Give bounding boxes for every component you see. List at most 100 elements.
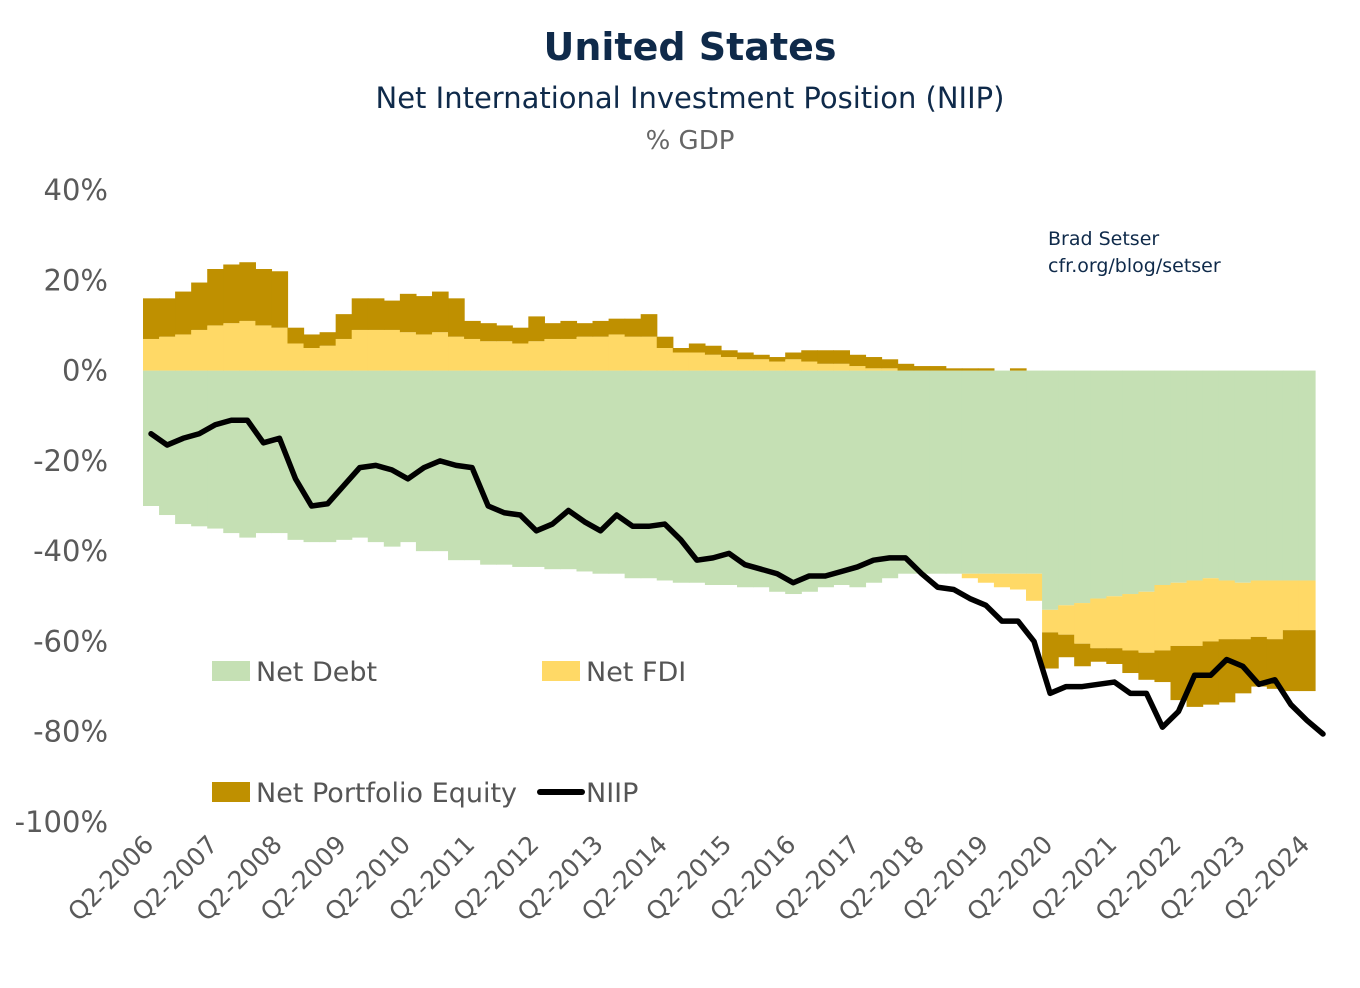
legend-swatch — [542, 661, 580, 681]
net-fdi-bar — [865, 368, 883, 371]
net-debt-bar — [977, 370, 995, 574]
legend-label: NIIP — [586, 778, 638, 809]
net-portfolio-equity-bar — [335, 314, 353, 339]
net-fdi-bar — [143, 338, 160, 371]
net-portfolio-equity-bar — [191, 282, 208, 330]
net-debt-bar — [415, 370, 433, 552]
net-fdi-bar — [688, 352, 706, 371]
net-portfolio-equity-bar — [560, 320, 578, 339]
net-debt-bar — [480, 370, 497, 565]
net-debt-bar — [191, 370, 208, 527]
net-fdi-bar — [753, 359, 770, 371]
net-fdi-bar — [833, 363, 851, 371]
net-fdi-bar — [1282, 580, 1300, 631]
net-portfolio-equity-bar — [881, 359, 899, 369]
net-debt-bar — [1170, 370, 1188, 583]
net-debt-bar — [1058, 370, 1075, 606]
y-tick-label: -40% — [33, 534, 108, 568]
net-debt-bar — [1234, 370, 1252, 583]
net-debt-bar — [1202, 370, 1220, 579]
net-fdi-bar — [399, 332, 417, 371]
net-fdi-bar — [448, 336, 465, 371]
net-fdi-bar — [993, 573, 1011, 588]
net-debt-bar — [239, 370, 256, 538]
net-fdi-bar — [1170, 582, 1188, 646]
net-debt-bar — [769, 370, 786, 592]
net-fdi-bar — [624, 336, 642, 371]
net-fdi-bar — [576, 336, 594, 371]
net-portfolio-equity-bar — [1266, 639, 1284, 689]
net-fdi-bar — [415, 334, 433, 371]
net-fdi-bar — [1026, 573, 1043, 601]
net-fdi-bar — [335, 338, 353, 371]
net-fdi-bar — [1090, 598, 1107, 649]
net-portfolio-equity-bar — [977, 368, 995, 371]
net-debt-bar — [528, 370, 545, 567]
y-tick-label: 40% — [44, 173, 108, 207]
net-portfolio-equity-bar — [319, 332, 337, 346]
net-fdi-bar — [881, 368, 899, 371]
y-tick-label: 20% — [44, 263, 108, 297]
net-portfolio-equity-bar — [576, 323, 594, 337]
net-debt-bar — [1138, 370, 1156, 592]
net-portfolio-equity-bar — [1090, 648, 1107, 662]
net-debt-bar — [1298, 370, 1316, 581]
net-debt-bar — [753, 370, 770, 588]
net-fdi-bar — [528, 341, 545, 371]
chart-title: United States — [543, 25, 836, 69]
net-fdi-bar — [271, 327, 289, 371]
net-debt-bar — [143, 370, 160, 506]
net-fdi-bar — [704, 354, 722, 371]
net-fdi-bar — [720, 357, 738, 371]
net-portfolio-equity-bar — [1298, 630, 1316, 692]
net-fdi-bar — [961, 573, 979, 579]
net-portfolio-equity-bar — [624, 318, 642, 337]
y-tick-label: -20% — [33, 444, 108, 478]
net-fdi-bar — [191, 329, 208, 371]
net-debt-bar — [785, 370, 802, 595]
net-portfolio-equity-bar — [737, 352, 754, 360]
net-debt-bar — [287, 370, 305, 540]
net-debt-bar — [175, 370, 192, 525]
chart-subtitle: Net International Investment Position (N… — [376, 81, 1005, 115]
net-debt-bar — [496, 370, 513, 565]
niip-line — [148, 417, 1326, 737]
net-portfolio-equity-bar — [865, 357, 883, 369]
net-fdi-bar — [159, 336, 176, 371]
net-debt-bar — [688, 370, 706, 583]
y-tick-label: -60% — [33, 624, 108, 658]
net-fdi-bar — [592, 336, 610, 371]
net-fdi-bar — [1186, 580, 1204, 646]
net-portfolio-equity-bar — [1282, 630, 1300, 692]
net-portfolio-equity-bar — [239, 262, 256, 321]
net-portfolio-equity-bar — [175, 291, 192, 335]
net-fdi-bar — [480, 341, 497, 371]
chart-unit-label: % GDP — [646, 126, 735, 156]
net-portfolio-equity-bar — [785, 352, 802, 360]
net-portfolio-equity-bar — [159, 298, 176, 337]
net-portfolio-equity-bar — [769, 357, 786, 362]
net-fdi-bar — [512, 343, 529, 371]
net-portfolio-equity-bar — [817, 350, 834, 364]
legend-label: Net Portfolio Equity — [256, 778, 517, 809]
net-portfolio-equity-bar — [833, 350, 851, 364]
net-fdi-bar — [1042, 609, 1059, 633]
net-fdi-bar — [1058, 605, 1075, 635]
net-fdi-bar — [351, 329, 369, 371]
net-debt-bar — [576, 370, 594, 572]
net-debt-bar — [1218, 370, 1236, 581]
net-debt-bar — [1186, 370, 1204, 581]
net-portfolio-equity-bar — [367, 298, 385, 330]
y-tick-label: -80% — [33, 715, 108, 749]
net-debt-bar — [817, 370, 834, 588]
net-debt-bar — [1154, 370, 1172, 585]
net-portfolio-equity-bar — [544, 323, 562, 339]
net-fdi-bar — [255, 325, 273, 371]
net-portfolio-equity-bar — [913, 366, 931, 371]
net-fdi-bar — [287, 343, 305, 371]
net-fdi-bar — [383, 329, 401, 371]
net-portfolio-equity-bar — [1074, 643, 1091, 667]
credit-author: Brad Setser — [1048, 228, 1159, 250]
net-debt-bar — [271, 370, 289, 534]
net-portfolio-equity-bar — [351, 298, 369, 330]
